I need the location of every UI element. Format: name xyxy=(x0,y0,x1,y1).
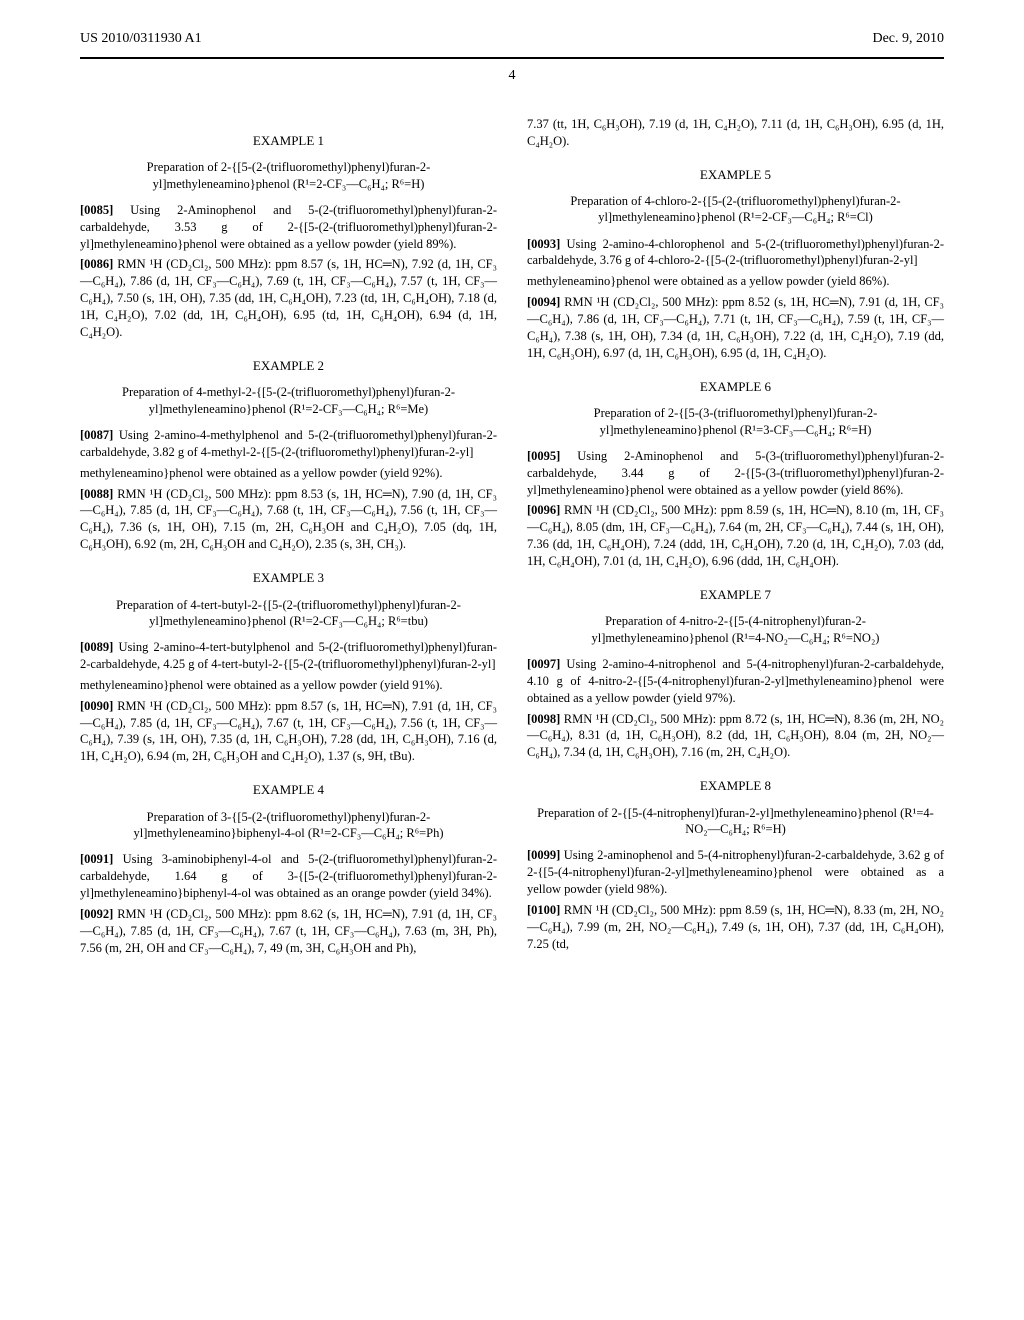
para-num-0089: [0089] xyxy=(80,640,113,654)
para-0099-text: Using 2-aminophenol and 5-(4-nitrophenyl… xyxy=(527,848,944,896)
para-0085-text: Using 2-Aminophenol and 5-(2-(trifluorom… xyxy=(80,203,497,251)
example-5-title: EXAMPLE 5 xyxy=(527,166,944,184)
para-num-0086: [0086] xyxy=(80,257,113,271)
para-num-0090: [0090] xyxy=(80,699,113,713)
header-rule xyxy=(80,57,944,59)
example-5-subtitle: Preparation of 4-chloro-2-{[5-(2-(triflu… xyxy=(527,193,944,226)
para-0087-text: Using 2-amino-4-methylphenol and 5-(2-(t… xyxy=(80,428,497,459)
right-column: 7.37 (tt, 1H, C₆H₃OH), 7.19 (d, 1H, C₄H₂… xyxy=(527,116,944,961)
para-num-0100: [0100] xyxy=(527,903,560,917)
para-num-0094: [0094] xyxy=(527,295,560,309)
para-0089-text: Using 2-amino-4-tert-butylphenol and 5-(… xyxy=(80,640,497,671)
example-8-title: EXAMPLE 8 xyxy=(527,777,944,795)
para-num-0088: [0088] xyxy=(80,487,113,501)
para-0096-text: RMN ¹H (CD₂Cl₂, 500 MHz): ppm 8.59 (s, 1… xyxy=(527,503,944,568)
left-column: EXAMPLE 1 Preparation of 2-{[5-(2-(trifl… xyxy=(80,116,497,961)
example-2-subtitle: Preparation of 4-methyl-2-{[5-(2-(triflu… xyxy=(80,384,497,417)
page-header: US 2010/0311930 A1 Dec. 9, 2010 xyxy=(0,0,1024,57)
para-0096: [0096] RMN ¹H (CD₂Cl₂, 500 MHz): ppm 8.5… xyxy=(527,502,944,570)
example-3-title: EXAMPLE 3 xyxy=(80,569,497,587)
para-0088-text: RMN ¹H (CD₂Cl₂, 500 MHz): ppm 8.53 (s, 1… xyxy=(80,487,497,552)
content-columns: EXAMPLE 1 Preparation of 2-{[5-(2-(trifl… xyxy=(0,116,1024,1001)
para-0100-text: RMN ¹H (CD₂Cl₂, 500 MHz): ppm 8.59 (s, 1… xyxy=(527,903,944,951)
example-7-title: EXAMPLE 7 xyxy=(527,586,944,604)
example-1-subtitle: Preparation of 2-{[5-(2-(trifluoromethyl… xyxy=(80,159,497,192)
para-0100: [0100] RMN ¹H (CD₂Cl₂, 500 MHz): ppm 8.5… xyxy=(527,902,944,953)
para-0092: [0092] RMN ¹H (CD₂Cl₂, 500 MHz): ppm 8.6… xyxy=(80,906,497,957)
para-num-0093: [0093] xyxy=(527,237,560,251)
para-num-0097: [0097] xyxy=(527,657,560,671)
example-6-subtitle: Preparation of 2-{[5-(3-(trifluoromethyl… xyxy=(527,405,944,438)
para-0086-text: RMN ¹H (CD₂Cl₂, 500 MHz): ppm 8.57 (s, 1… xyxy=(80,257,497,339)
para-0098: [0098] RMN ¹H (CD₂Cl₂, 500 MHz): ppm 8.7… xyxy=(527,711,944,762)
para-0097: [0097] Using 2-amino-4-nitrophenol and 5… xyxy=(527,656,944,707)
para-0098-text: RMN ¹H (CD₂Cl₂, 500 MHz): ppm 8.72 (s, 1… xyxy=(527,712,944,760)
para-0094: [0094] RMN ¹H (CD₂Cl₂, 500 MHz): ppm 8.5… xyxy=(527,294,944,362)
para-0088: [0088] RMN ¹H (CD₂Cl₂, 500 MHz): ppm 8.5… xyxy=(80,486,497,554)
para-num-0096: [0096] xyxy=(527,503,560,517)
para-0091-text: Using 3-aminobiphenyl-4-ol and 5-(2-(tri… xyxy=(80,852,497,900)
example-4-subtitle: Preparation of 3-{[5-(2-(trifluoromethyl… xyxy=(80,809,497,842)
para-0085: [0085] Using 2-Aminophenol and 5-(2-(tri… xyxy=(80,202,497,253)
para-0095: [0095] Using 2-Aminophenol and 5-(3-(tri… xyxy=(527,448,944,499)
para-0092-cont: 7.37 (tt, 1H, C₆H₃OH), 7.19 (d, 1H, C₄H₂… xyxy=(527,116,944,150)
para-num-0087: [0087] xyxy=(80,428,113,442)
publication-number: US 2010/0311930 A1 xyxy=(80,30,202,49)
example-1-title: EXAMPLE 1 xyxy=(80,132,497,150)
para-0091: [0091] Using 3-aminobiphenyl-4-ol and 5-… xyxy=(80,851,497,902)
para-num-0099: [0099] xyxy=(527,848,560,862)
para-0097-text: Using 2-amino-4-nitrophenol and 5-(4-nit… xyxy=(527,657,944,705)
example-7-subtitle: Preparation of 4-nitro-2-{[5-(4-nitrophe… xyxy=(527,613,944,646)
para-0089: [0089] Using 2-amino-4-tert-butylphenol … xyxy=(80,639,497,673)
para-0095-text: Using 2-Aminophenol and 5-(3-(trifluorom… xyxy=(527,449,944,497)
para-0093: [0093] Using 2-amino-4-chlorophenol and … xyxy=(527,236,944,270)
para-0089b: methyleneamino}phenol were obtained as a… xyxy=(80,677,497,694)
para-0093b: methyleneamino}phenol were obtained as a… xyxy=(527,273,944,290)
para-num-0092: [0092] xyxy=(80,907,113,921)
example-3-subtitle: Preparation of 4-tert-butyl-2-{[5-(2-(tr… xyxy=(80,597,497,630)
para-0087b: methyleneamino}phenol were obtained as a… xyxy=(80,465,497,482)
para-0092-text: RMN ¹H (CD₂Cl₂, 500 MHz): ppm 8.62 (s, 1… xyxy=(80,907,497,955)
para-0090-text: RMN ¹H (CD₂Cl₂, 500 MHz): ppm 8.57 (s, 1… xyxy=(80,699,497,764)
para-0094-text: RMN ¹H (CD₂Cl₂, 500 MHz): ppm 8.52 (s, 1… xyxy=(527,295,944,360)
para-0099: [0099] Using 2-aminophenol and 5-(4-nitr… xyxy=(527,847,944,898)
para-0087: [0087] Using 2-amino-4-methylphenol and … xyxy=(80,427,497,461)
para-num-0098: [0098] xyxy=(527,712,560,726)
para-num-0085: [0085] xyxy=(80,203,113,217)
para-num-0091: [0091] xyxy=(80,852,113,866)
example-2-title: EXAMPLE 2 xyxy=(80,357,497,375)
example-4-title: EXAMPLE 4 xyxy=(80,781,497,799)
example-6-title: EXAMPLE 6 xyxy=(527,378,944,396)
para-num-0095: [0095] xyxy=(527,449,560,463)
para-0090: [0090] RMN ¹H (CD₂Cl₂, 500 MHz): ppm 8.5… xyxy=(80,698,497,766)
page-number: 4 xyxy=(0,67,1024,116)
example-8-subtitle: Preparation of 2-{[5-(4-nitrophenyl)fura… xyxy=(527,805,944,838)
publication-date: Dec. 9, 2010 xyxy=(872,30,944,49)
para-0093-text: Using 2-amino-4-chlorophenol and 5-(2-(t… xyxy=(527,237,944,268)
para-0086: [0086] RMN ¹H (CD₂Cl₂, 500 MHz): ppm 8.5… xyxy=(80,256,497,340)
